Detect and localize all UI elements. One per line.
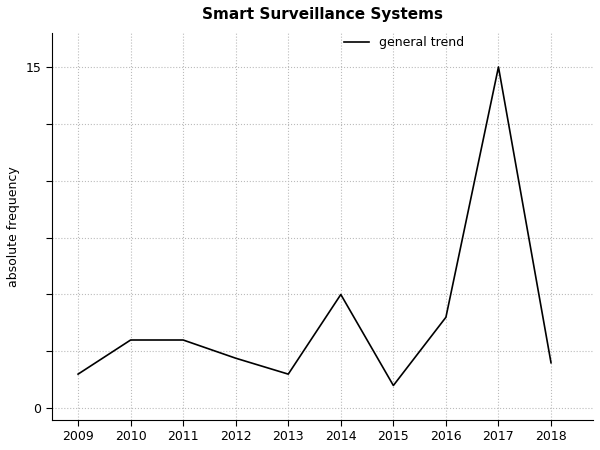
Title: Smart Surveillance Systems: Smart Surveillance Systems [202, 7, 443, 22]
Y-axis label: absolute frequency: absolute frequency [7, 166, 20, 287]
Line: general trend: general trend [78, 67, 551, 386]
general trend [390, 383, 397, 388]
general trend [127, 338, 134, 343]
general trend [442, 315, 449, 320]
Legend: general trend: general trend [338, 32, 469, 54]
general trend [337, 292, 344, 297]
general trend [232, 356, 239, 361]
general trend [284, 371, 292, 377]
general trend [495, 64, 502, 70]
general trend [179, 338, 187, 343]
general trend [547, 360, 554, 365]
general trend [74, 371, 82, 377]
